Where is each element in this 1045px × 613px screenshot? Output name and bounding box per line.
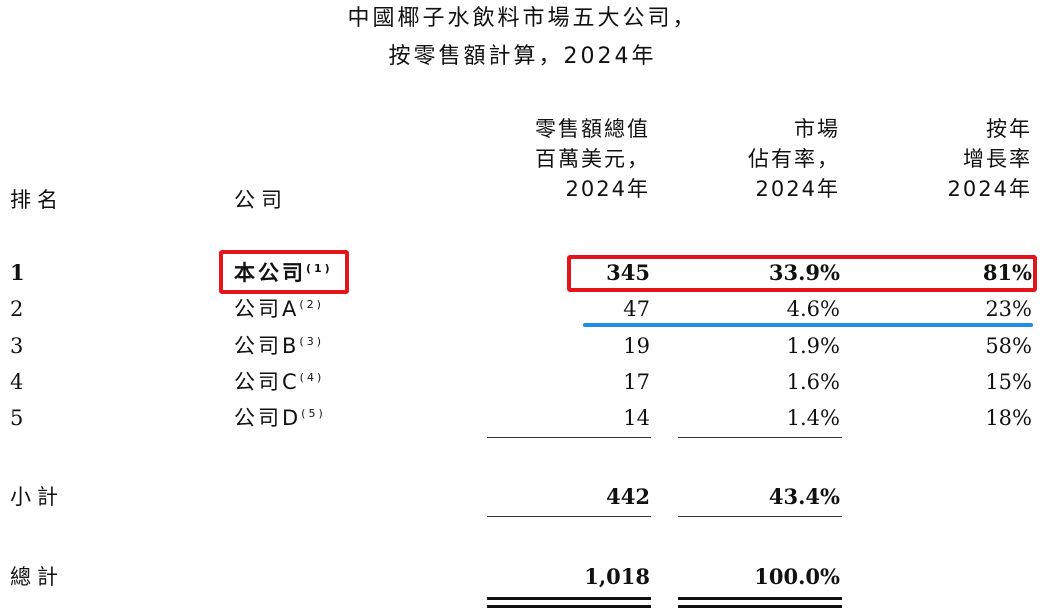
row-1-retail: 345 bbox=[606, 260, 650, 285]
row-2-footnote: (2) bbox=[299, 298, 324, 311]
header-retail-line1: 零售額總值 bbox=[535, 117, 650, 141]
row-3-growth: 58% bbox=[985, 334, 1032, 358]
row-5-company-name: 公司D bbox=[234, 406, 302, 430]
row-4-company-name: 公司C bbox=[234, 370, 300, 394]
subtotal-retail-rule bbox=[487, 516, 651, 517]
header-retail-line3: 2024年 bbox=[565, 177, 650, 201]
header-share-line3: 2024年 bbox=[755, 177, 840, 201]
total-share-double-rule bbox=[678, 597, 842, 608]
subtotal-share: 43.4% bbox=[768, 484, 840, 509]
subtotal-share-rule bbox=[678, 516, 842, 517]
row-3-retail: 19 bbox=[623, 334, 650, 358]
table-title-line2: 按零售額計算，2024年 bbox=[388, 44, 657, 69]
row-3-share: 1.9% bbox=[786, 334, 840, 358]
row-5-rank: 5 bbox=[10, 406, 24, 430]
header-share-line1: 市場 bbox=[794, 117, 840, 141]
row-3-company: 公司B(3) bbox=[234, 332, 324, 360]
total-retail-double-rule bbox=[487, 597, 651, 608]
company-highlight-box bbox=[219, 250, 349, 294]
header-retail-line2: 百萬美元， bbox=[535, 147, 650, 171]
header-retail: 零售額總值 百萬美元， 2024年 bbox=[450, 114, 650, 204]
retail-rows-rule bbox=[487, 437, 651, 438]
row-1-footnote: (1) bbox=[306, 262, 333, 275]
row-4-growth: 15% bbox=[985, 370, 1032, 394]
row-2-underline bbox=[583, 323, 1033, 327]
header-growth: 按年 增長率 2024年 bbox=[830, 114, 1032, 204]
row-3-rank: 3 bbox=[10, 334, 24, 358]
total-retail: 1,018 bbox=[584, 564, 650, 589]
row-5-footnote: (5) bbox=[301, 407, 326, 420]
row-1-growth: 81% bbox=[982, 260, 1032, 285]
row-5-company: 公司D(5) bbox=[234, 404, 326, 432]
row-2-share: 4.6% bbox=[786, 297, 840, 321]
header-growth-line1: 按年 bbox=[986, 117, 1032, 141]
row-2-growth: 23% bbox=[985, 297, 1032, 321]
row-2-rank: 2 bbox=[10, 297, 24, 321]
row-4-footnote: (4) bbox=[299, 371, 325, 384]
row-3-company-name: 公司B bbox=[234, 334, 300, 358]
row-4-retail: 17 bbox=[623, 370, 650, 394]
row-2-retail: 47 bbox=[623, 297, 650, 321]
header-growth-line2: 增長率 bbox=[963, 147, 1032, 171]
row-4-rank: 4 bbox=[10, 370, 24, 394]
row-4-company: 公司C(4) bbox=[234, 368, 324, 396]
row-5-growth: 18% bbox=[985, 406, 1032, 430]
row-1-rank: 1 bbox=[10, 260, 25, 285]
table-title-line1: 中國椰子水飲料市場五大公司， bbox=[347, 6, 698, 31]
header-share: 市場 佔有率， 2024年 bbox=[640, 114, 840, 204]
header-rank: 排名 bbox=[10, 188, 64, 212]
subtotal-retail: 442 bbox=[606, 484, 650, 509]
row-4-share: 1.6% bbox=[786, 370, 840, 394]
total-label: 總計 bbox=[10, 565, 64, 589]
row-1-company-name: 本公司 bbox=[234, 261, 306, 285]
row-1-company: 本公司(1) bbox=[234, 259, 333, 287]
row-2-company-name: 公司A bbox=[234, 297, 300, 321]
total-share: 100.0% bbox=[754, 564, 840, 589]
header-growth-line3: 2024年 bbox=[947, 177, 1032, 201]
row-5-share: 1.4% bbox=[786, 406, 840, 430]
share-rows-rule bbox=[678, 437, 842, 438]
header-company: 公司 bbox=[234, 188, 288, 212]
row-5-retail: 14 bbox=[623, 406, 650, 430]
row-3-footnote: (3) bbox=[299, 335, 325, 348]
header-share-line2: 佔有率， bbox=[748, 147, 840, 171]
row-2-company: 公司A(2) bbox=[234, 295, 324, 323]
subtotal-label: 小計 bbox=[10, 485, 64, 509]
row-1-share: 33.9% bbox=[768, 260, 840, 285]
figures-highlight-box bbox=[567, 255, 1037, 292]
